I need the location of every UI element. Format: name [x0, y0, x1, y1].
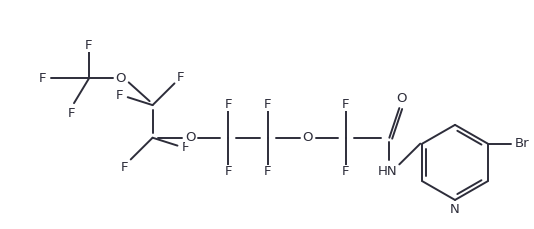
Text: HN: HN [378, 165, 397, 178]
Text: O: O [115, 72, 126, 85]
Text: F: F [121, 161, 129, 174]
Text: F: F [116, 89, 123, 102]
Text: F: F [67, 106, 75, 120]
Text: F: F [224, 165, 232, 178]
Text: F: F [342, 165, 349, 178]
Text: F: F [264, 98, 272, 111]
Text: F: F [177, 71, 184, 84]
Text: F: F [182, 141, 189, 154]
Text: O: O [303, 131, 313, 144]
Text: O: O [396, 92, 406, 105]
Text: F: F [342, 98, 349, 111]
Text: F: F [224, 98, 232, 111]
Text: F: F [264, 165, 272, 178]
Text: Br: Br [514, 137, 529, 150]
Text: N: N [450, 203, 460, 216]
Text: O: O [185, 131, 195, 144]
Text: F: F [85, 39, 93, 52]
Text: F: F [38, 72, 46, 85]
